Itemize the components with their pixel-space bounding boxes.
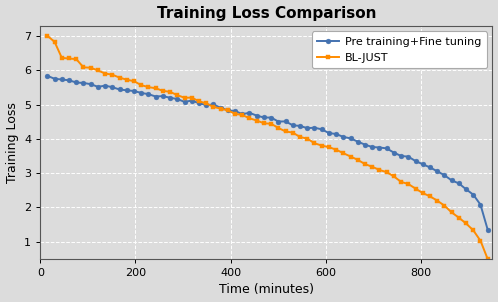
BL-JUST: [160, 89, 166, 93]
Title: Training Loss Comparison: Training Loss Comparison: [156, 5, 376, 21]
Pre training+Fine tuning: [478, 203, 484, 207]
Pre training+Fine tuning: [427, 165, 433, 169]
Pre training+Fine tuning: [311, 126, 317, 130]
Pre training+Fine tuning: [44, 74, 50, 78]
Pre training+Fine tuning: [81, 81, 87, 85]
BL-JUST: [427, 194, 433, 198]
Y-axis label: Training Loss: Training Loss: [5, 102, 18, 183]
Pre training+Fine tuning: [485, 228, 491, 231]
Line: Pre training+Fine tuning: Pre training+Fine tuning: [45, 73, 490, 232]
Legend: Pre training+Fine tuning, BL-JUST: Pre training+Fine tuning, BL-JUST: [312, 31, 487, 68]
BL-JUST: [81, 66, 87, 69]
BL-JUST: [311, 141, 317, 145]
BL-JUST: [485, 257, 491, 261]
Pre training+Fine tuning: [131, 89, 137, 93]
BL-JUST: [44, 34, 50, 37]
BL-JUST: [478, 239, 484, 243]
Pre training+Fine tuning: [160, 94, 166, 98]
X-axis label: Time (minutes): Time (minutes): [219, 284, 314, 297]
Line: BL-JUST: BL-JUST: [45, 33, 490, 262]
BL-JUST: [131, 79, 137, 83]
